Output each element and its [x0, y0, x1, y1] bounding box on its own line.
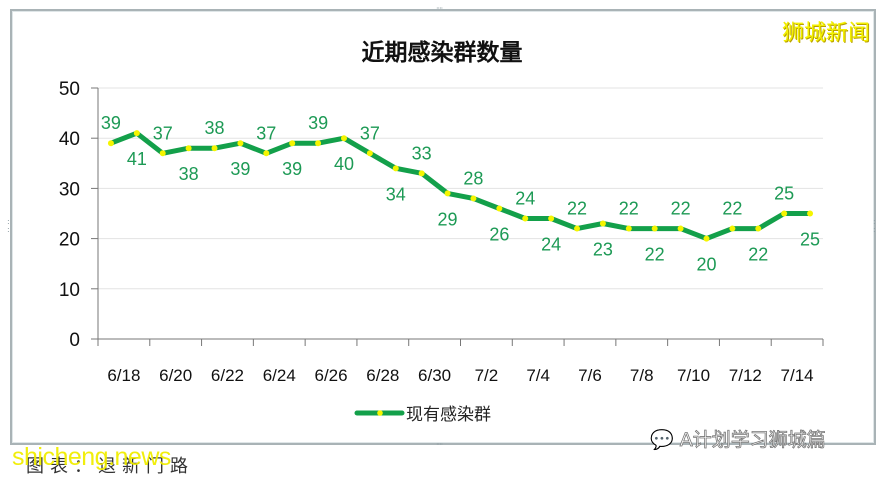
- x-tick-label: 7/10: [677, 366, 710, 385]
- y-tick-label: 20: [59, 230, 80, 251]
- data-label: 34: [386, 184, 406, 204]
- data-label: 39: [230, 159, 250, 179]
- y-tick-label: 30: [59, 179, 80, 200]
- y-tick-label: 10: [59, 280, 80, 301]
- data-label: 38: [205, 118, 225, 138]
- data-point-marker: [522, 215, 529, 222]
- data-point-marker: [781, 210, 788, 217]
- x-tick-label: 7/6: [578, 366, 602, 385]
- data-point-marker: [703, 235, 710, 242]
- data-point-marker: [392, 165, 399, 172]
- data-label: 22: [671, 199, 691, 219]
- resize-handle-left[interactable]: ::: [7, 217, 10, 234]
- data-point-marker: [340, 135, 347, 142]
- x-tick-label: 6/26: [314, 366, 347, 385]
- data-point-marker: [574, 225, 581, 232]
- wechat-watermark: 💬 A计划学习狮城篇: [650, 425, 827, 452]
- data-label: 22: [645, 245, 665, 265]
- data-label: 25: [774, 184, 794, 204]
- x-tick-label: 6/20: [159, 366, 192, 385]
- y-tick-label: 0: [69, 330, 80, 351]
- resize-handle-right[interactable]: ::: [873, 217, 876, 234]
- data-point-marker: [599, 220, 606, 227]
- data-point-marker: [677, 225, 684, 232]
- x-tick-label: 6/28: [366, 366, 399, 385]
- data-label: 26: [489, 224, 509, 244]
- series-line: [109, 130, 811, 242]
- data-point-marker: [237, 140, 244, 147]
- x-tick-label: 6/24: [263, 366, 296, 385]
- x-tick-label: 7/8: [630, 366, 654, 385]
- x-tick-label: 7/4: [526, 366, 550, 385]
- data-point-marker: [470, 195, 477, 202]
- series-markers: [107, 130, 814, 242]
- data-point-marker: [107, 140, 114, 147]
- data-point-marker: [444, 190, 451, 197]
- data-label: 39: [101, 113, 121, 133]
- data-point-marker: [729, 225, 736, 232]
- legend: 现有感染群: [354, 405, 491, 425]
- gridlines: [98, 87, 823, 290]
- data-point-marker: [651, 225, 658, 232]
- data-point-marker: [366, 150, 373, 157]
- data-label: 20: [696, 255, 716, 275]
- figure-caption: 图表：退新门路: [26, 456, 194, 477]
- data-point-marker: [625, 225, 632, 232]
- x-tick-label: 6/18: [107, 366, 140, 385]
- data-label: 37: [153, 123, 173, 143]
- data-point-marker: [315, 140, 322, 147]
- y-axis-ticks: 0 10 20 30 40 50: [59, 79, 98, 351]
- data-point-marker: [185, 145, 192, 152]
- data-label: 24: [541, 235, 561, 255]
- data-label: 25: [800, 230, 820, 250]
- data-label: 41: [127, 149, 147, 169]
- data-label: 22: [722, 199, 742, 219]
- data-label: 22: [748, 245, 768, 265]
- data-labels: 39 41 37 38 38 39 37 39 39 40 37 34 33 29 28 26 24 24 22 23…: [101, 113, 820, 274]
- data-point-marker: [263, 150, 270, 157]
- data-label: 29: [438, 209, 458, 229]
- data-label: 22: [619, 199, 639, 219]
- data-point-marker: [418, 170, 425, 177]
- brand-logo: 狮城新闻: [781, 21, 870, 46]
- data-label: 38: [179, 164, 199, 184]
- data-label: 37: [256, 123, 276, 143]
- legend-marker-icon: [377, 410, 383, 416]
- x-tick-label: 6/30: [418, 366, 451, 385]
- data-point-marker: [755, 225, 762, 232]
- data-label: 23: [593, 240, 613, 260]
- data-point-marker: [159, 150, 166, 157]
- data-label: 28: [463, 168, 483, 188]
- x-axis-ticks: 6/18 6/20 6/22 6/24 6/26 6/28 6/30 7/2 7/4 7/6 7/8…: [97, 339, 824, 385]
- data-point-marker: [211, 145, 218, 152]
- wechat-icon: 💬: [650, 429, 674, 452]
- data-label: 39: [308, 113, 328, 133]
- data-point-marker: [133, 130, 140, 137]
- data-point-marker: [807, 210, 814, 217]
- data-label: 40: [334, 154, 354, 174]
- data-point-marker: [289, 140, 296, 147]
- legend-label: 现有感染群: [406, 405, 491, 425]
- data-point-marker: [496, 205, 503, 212]
- data-label: 39: [282, 159, 302, 179]
- data-label: 37: [360, 123, 380, 143]
- resize-handle-bottom[interactable]: ····: [436, 440, 443, 449]
- wechat-account-name: A计划学习狮城篇: [679, 429, 826, 452]
- data-label: 24: [515, 189, 535, 209]
- x-tick-label: 7/14: [781, 366, 814, 385]
- x-tick-label: 7/12: [729, 366, 762, 385]
- watermark: shicheng.news: [12, 443, 171, 471]
- x-tick-label: 7/2: [475, 366, 499, 385]
- data-label: 22: [567, 199, 587, 219]
- x-tick-label: 6/22: [211, 366, 244, 385]
- resize-handle-top[interactable]: ····: [436, 4, 443, 13]
- y-tick-label: 40: [59, 129, 80, 150]
- chart-title: 近期感染群数量: [362, 39, 523, 66]
- data-label: 33: [412, 143, 432, 163]
- data-point-marker: [548, 215, 555, 222]
- y-tick-label: 50: [59, 79, 80, 100]
